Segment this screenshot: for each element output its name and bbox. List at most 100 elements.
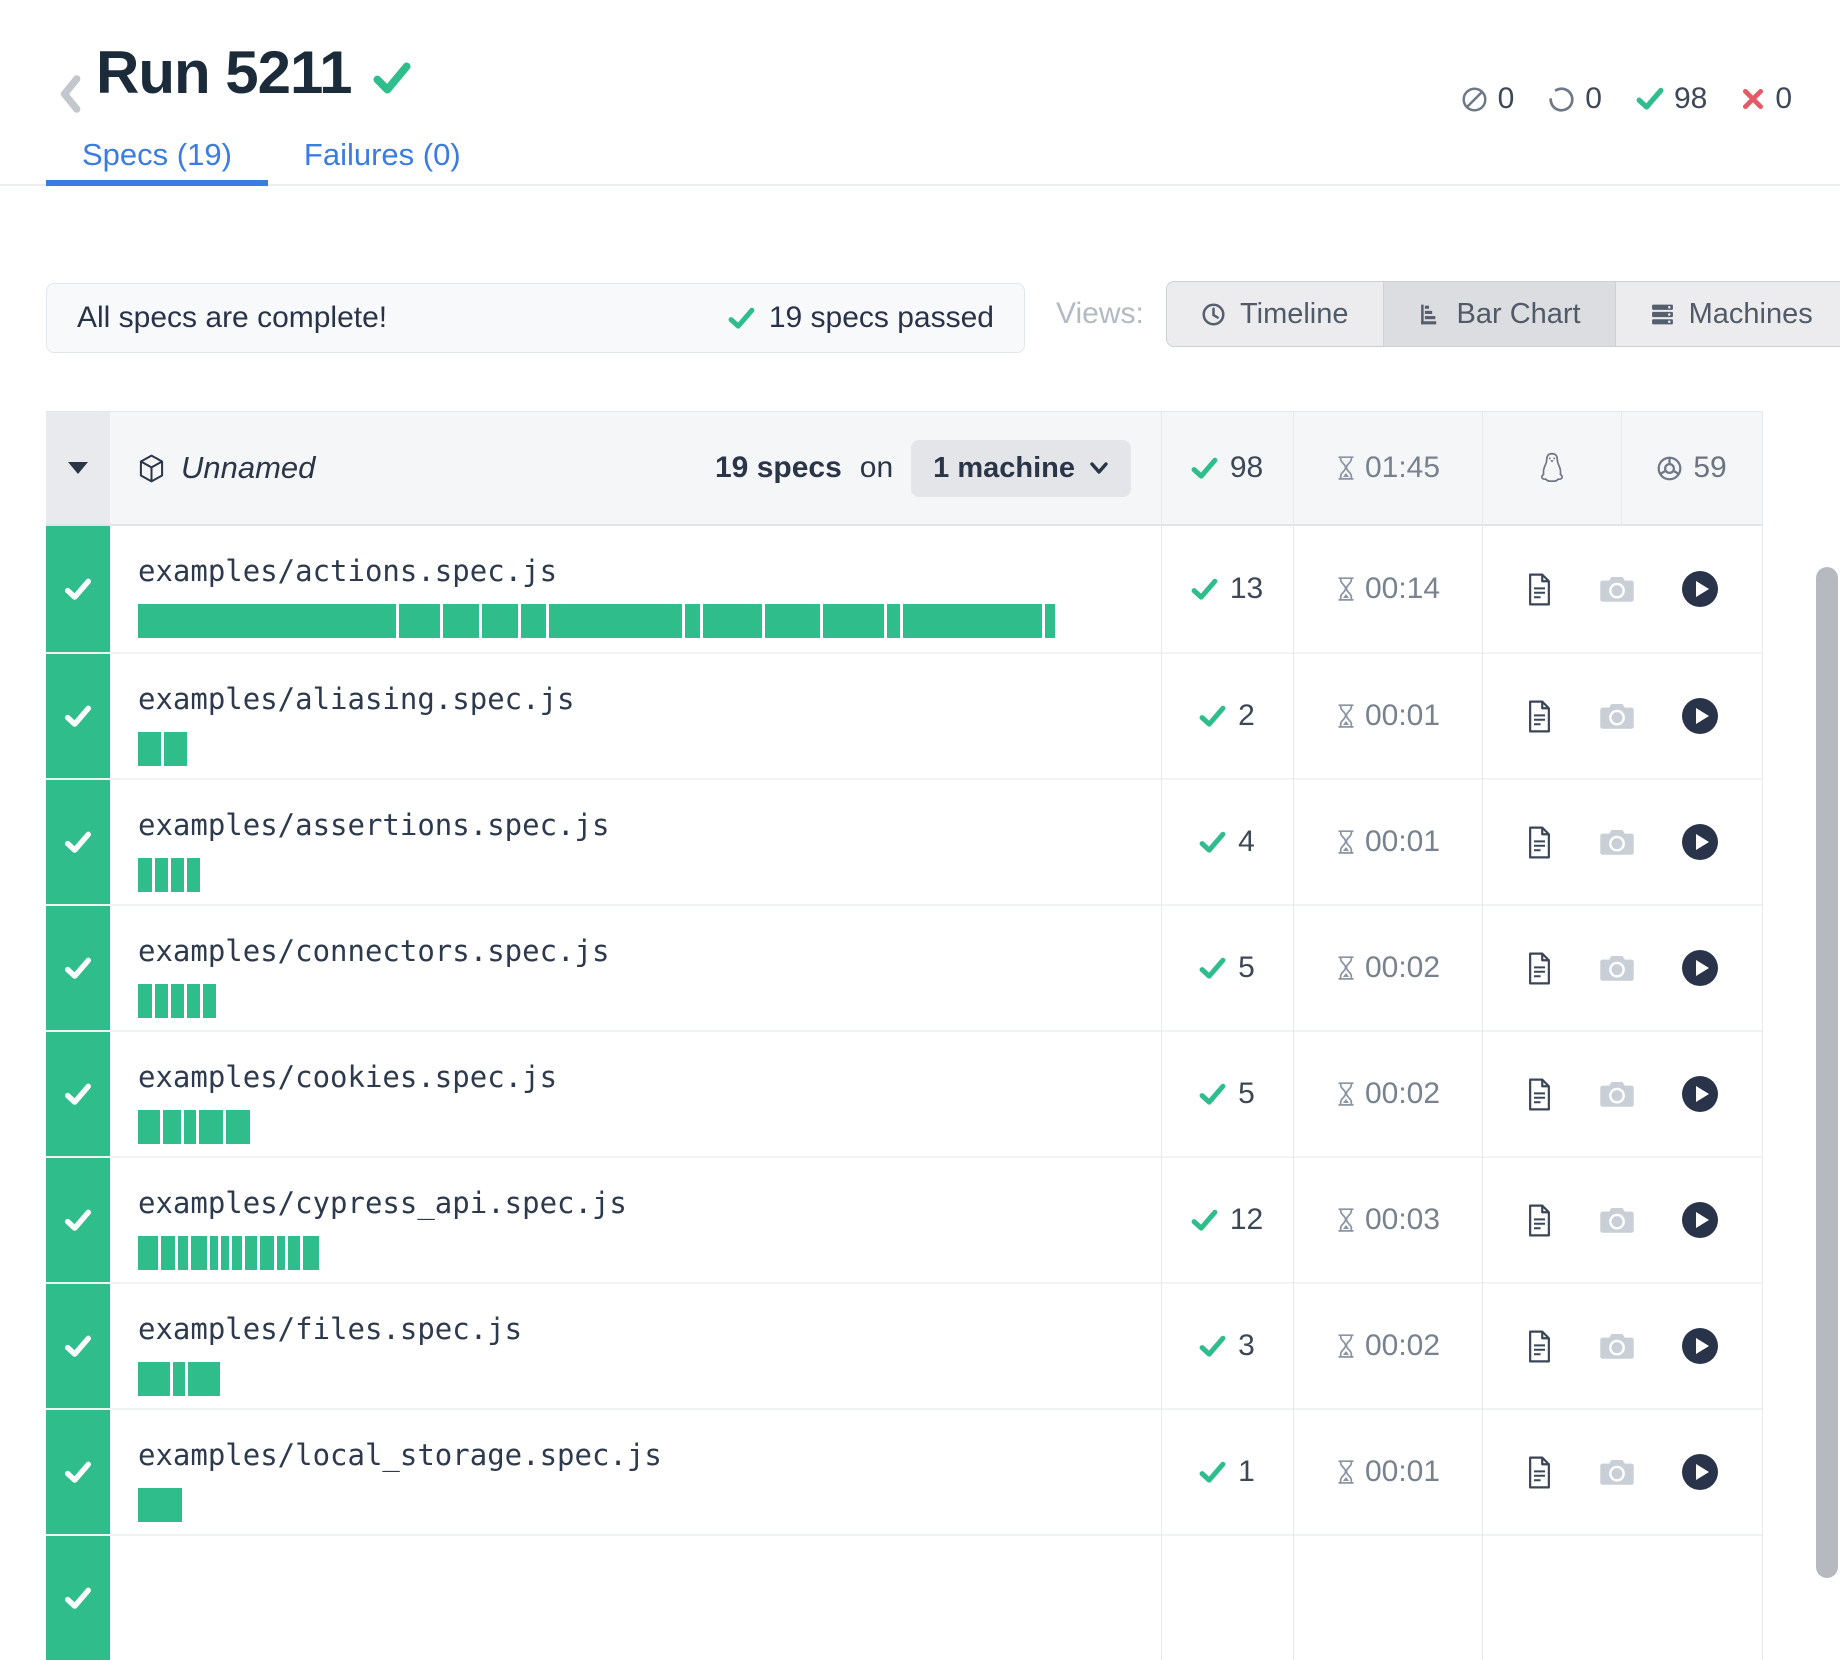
triangle-down-icon [68,462,88,474]
skipped-counter: 0 [1461,82,1514,116]
test-duration-segment [903,604,1042,638]
tab-failures[interactable]: Failures (0) [268,125,497,184]
stdout-log-icon[interactable] [1526,1204,1553,1237]
tab-specs[interactable]: Specs (19) [46,125,268,186]
test-duration-segment [203,984,216,1018]
spec-passed-stat: 5 [1161,1032,1293,1156]
spec-duration: 00:02 [1364,1077,1441,1110]
test-duration-segment [138,1488,182,1522]
test-duration-segment [288,1236,300,1270]
group-os-stat [1482,412,1621,524]
stdout-log-icon[interactable] [1526,826,1553,859]
screenshots-camera-icon[interactable] [1599,1332,1635,1361]
play-video-icon[interactable] [1681,1201,1719,1239]
check-icon [65,1335,91,1358]
test-duration-segment [164,732,187,766]
hourglass-icon [1335,455,1357,481]
spec-duration-stat: 00:14 [1293,526,1482,652]
stdout-log-icon[interactable] [1526,952,1553,985]
group-main: Unnamed 19 specs on 1 machine [110,412,1161,524]
test-duration-segment [138,1110,160,1144]
hourglass-icon [1335,1207,1357,1233]
test-duration-segment [155,858,168,892]
group-name-label: Unnamed [181,450,316,485]
check-icon [1199,1083,1226,1106]
test-duration-segment [521,604,546,638]
screenshots-camera-icon[interactable] [1599,575,1635,604]
spec-row[interactable]: examples/files.spec.js 3 00:02 [46,1282,1763,1408]
spec-row[interactable] [46,1534,1763,1660]
play-video-icon[interactable] [1681,1453,1719,1491]
test-duration-segment [226,1110,250,1144]
test-duration-segment [823,604,884,638]
view-bar-chart-button[interactable]: Bar Chart [1383,281,1616,347]
screenshots-camera-icon[interactable] [1599,702,1635,731]
test-duration-segment [685,604,700,638]
back-button[interactable] [58,74,84,114]
spec-name: examples/files.spec.js [138,1312,523,1346]
spec-passed-count: 5 [1238,1077,1255,1110]
screenshots-camera-icon[interactable] [1599,828,1635,857]
stdout-log-icon[interactable] [1526,1078,1553,1111]
play-video-icon[interactable] [1681,570,1719,608]
status-banner: All specs are complete! 19 specs passed [46,283,1025,353]
chevron-down-icon [1089,461,1109,475]
test-duration-segment [187,984,200,1018]
test-duration-segment [703,604,762,638]
spec-row[interactable]: examples/cookies.spec.js 5 00:02 [46,1030,1763,1156]
spec-passed-stat: 12 [1161,1158,1293,1282]
play-video-icon[interactable] [1681,697,1719,735]
play-video-icon[interactable] [1681,823,1719,861]
spec-row[interactable]: examples/aliasing.spec.js 2 00:01 [46,652,1763,778]
check-icon [65,1209,91,1232]
screenshots-camera-icon[interactable] [1599,1458,1635,1487]
play-video-icon[interactable] [1681,1327,1719,1365]
spec-row[interactable]: examples/connectors.spec.js 5 00:02 [46,904,1763,1030]
view-timeline-label: Timeline [1240,297,1349,330]
check-icon [65,1587,91,1610]
view-machines-button[interactable]: Machines [1615,281,1840,347]
test-duration-bar [138,984,1161,1018]
test-duration-segment [210,1236,218,1270]
spec-row[interactable]: examples/cypress_api.spec.js 12 00:03 [46,1156,1763,1282]
spec-row[interactable]: examples/local_storage.spec.js 1 00:01 [46,1408,1763,1534]
test-duration-bar [138,1110,1161,1144]
test-duration-segment [260,1236,274,1270]
spec-row[interactable]: examples/actions.spec.js 13 00:14 [46,526,1763,652]
spec-row[interactable]: examples/assertions.spec.js 4 00:01 [46,778,1763,904]
spec-name: examples/local_storage.spec.js [138,1438,662,1472]
test-duration-segment [191,1236,207,1270]
stdout-log-icon[interactable] [1526,1330,1553,1363]
test-duration-segment [171,984,184,1018]
pending-count: 0 [1585,82,1602,115]
group-passed-stat: 98 [1161,412,1293,524]
spec-name: examples/aliasing.spec.js [138,682,575,716]
spec-duration: 00:02 [1364,951,1441,984]
collapse-group-button[interactable] [46,412,110,524]
screenshots-camera-icon[interactable] [1599,1080,1635,1109]
screenshots-camera-icon[interactable] [1599,954,1635,983]
spec-passed-count: 2 [1238,699,1255,732]
views-button-group: Timeline Bar Chart Machines [1166,281,1840,347]
scrollbar-thumb[interactable] [1816,567,1838,1578]
stdout-log-icon[interactable] [1526,700,1553,733]
view-timeline-button[interactable]: Timeline [1166,281,1384,347]
spec-passed-stat: 13 [1161,526,1293,652]
spec-name: examples/cypress_api.spec.js [138,1186,627,1220]
hourglass-icon [1335,1333,1357,1359]
screenshots-camera-icon[interactable] [1599,1206,1635,1235]
test-duration-segment [178,1236,188,1270]
stdout-log-icon[interactable] [1526,1456,1553,1489]
machine-count-button[interactable]: 1 machine [911,439,1131,497]
spec-status-passed-cell [46,1536,110,1660]
stdout-log-icon[interactable] [1526,573,1553,606]
test-duration-segment [138,604,396,638]
spec-passed-stat: 4 [1161,780,1293,904]
spec-passed-count: 1 [1238,1455,1255,1488]
run-passed-check-icon [373,61,412,95]
play-video-icon[interactable] [1681,949,1719,987]
test-duration-bar [138,858,1161,892]
circle-slash-icon [1461,86,1488,113]
play-video-icon[interactable] [1681,1075,1719,1113]
hourglass-icon [1335,576,1357,602]
